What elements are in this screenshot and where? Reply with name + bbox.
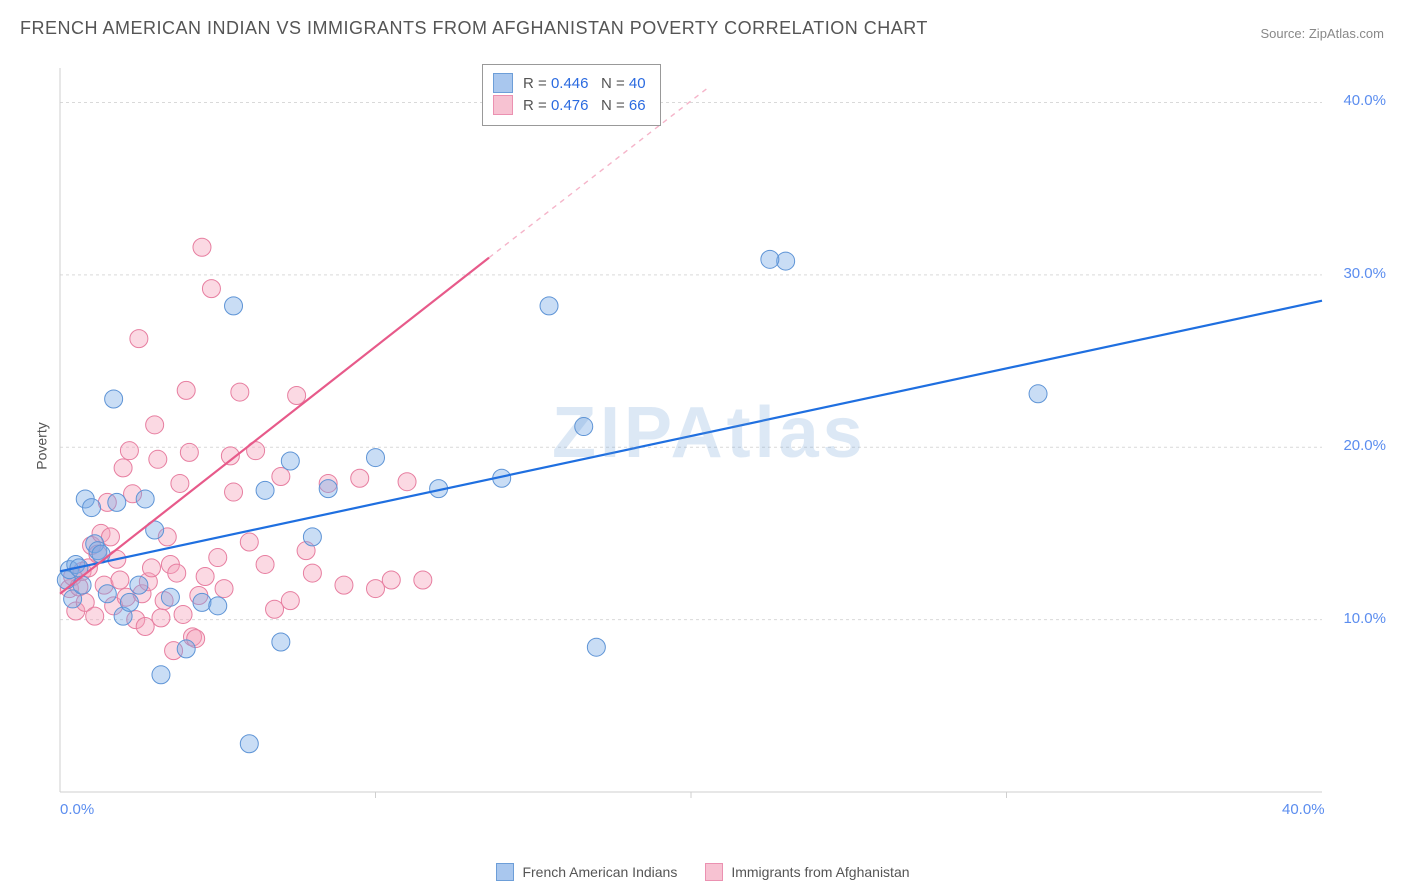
stats-swatch-pink xyxy=(493,95,513,115)
source-prefix: Source: xyxy=(1260,26,1308,41)
legend-item-pink: Immigrants from Afghanistan xyxy=(705,863,909,881)
swatch-blue xyxy=(496,863,514,881)
chart-source: Source: ZipAtlas.com xyxy=(1260,26,1384,41)
legend-label-pink: Immigrants from Afghanistan xyxy=(731,864,909,880)
bottom-legend: French American Indians Immigrants from … xyxy=(0,858,1406,886)
scatter-svg xyxy=(52,62,1382,822)
swatch-pink xyxy=(705,863,723,881)
stats-text: R = 0.446 N = 40 xyxy=(523,75,646,92)
stats-row: R = 0.446 N = 40 xyxy=(493,73,646,93)
stats-swatch-blue xyxy=(493,73,513,93)
legend-item-blue: French American Indians xyxy=(496,863,677,881)
x-tick-label: 0.0% xyxy=(60,801,94,818)
x-tick-label: 40.0% xyxy=(1282,801,1325,818)
y-tick-label: 40.0% xyxy=(1286,92,1386,109)
plot-area: ZIPAtlas R = 0.446 N = 40R = 0.476 N = 6… xyxy=(52,62,1382,822)
y-tick-label: 20.0% xyxy=(1286,437,1386,454)
stats-legend: R = 0.446 N = 40 R = 0.476 N = 66 xyxy=(482,64,661,126)
y-tick-label: 10.0% xyxy=(1286,610,1386,627)
y-tick-label: 30.0% xyxy=(1286,265,1386,282)
chart-container: FRENCH AMERICAN INDIAN VS IMMIGRANTS FRO… xyxy=(0,0,1406,892)
stats-row: R = 0.476 N = 66 xyxy=(493,95,646,115)
stats-text: R = 0.476 N = 66 xyxy=(523,97,646,114)
source-name: ZipAtlas.com xyxy=(1309,26,1384,41)
legend-label-blue: French American Indians xyxy=(522,864,677,880)
chart-title: FRENCH AMERICAN INDIAN VS IMMIGRANTS FRO… xyxy=(20,18,928,39)
y-axis-label: Poverty xyxy=(34,422,50,469)
